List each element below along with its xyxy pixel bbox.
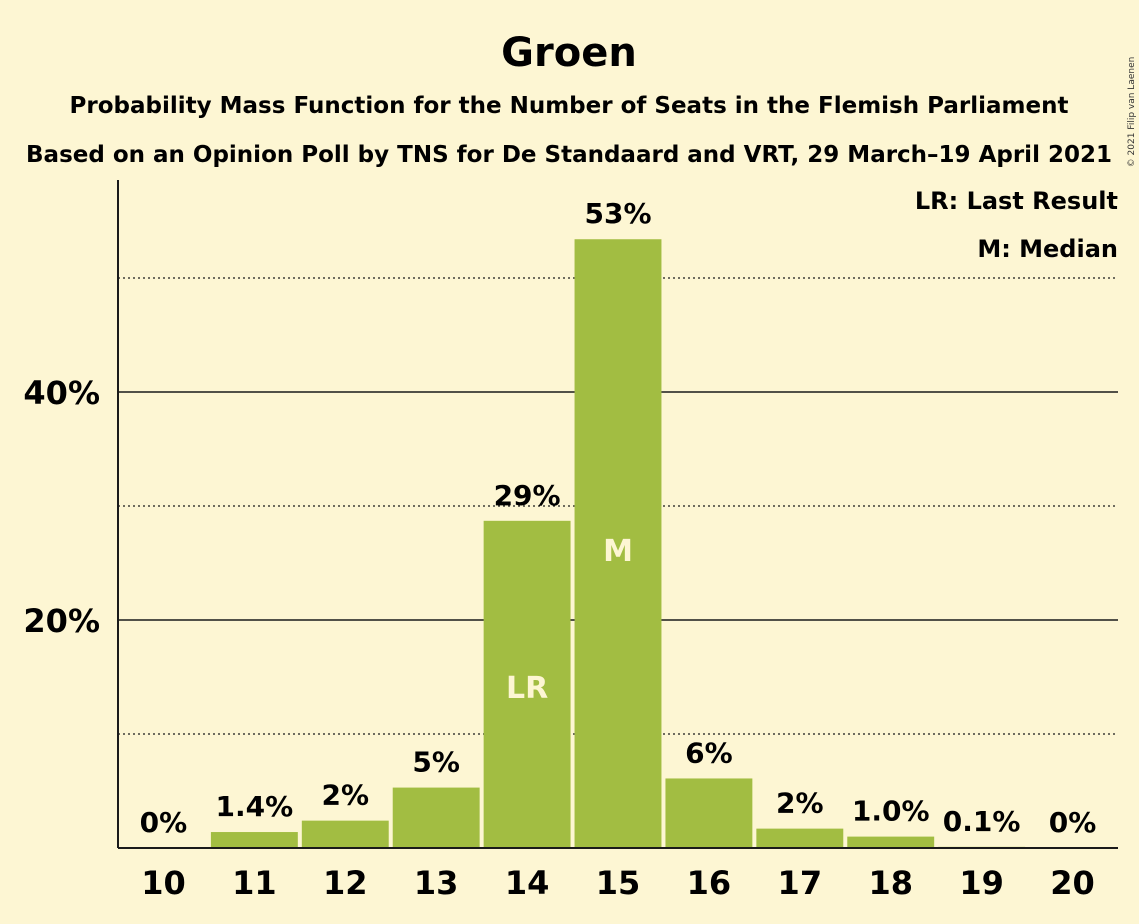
x-tick-label: 14 xyxy=(505,864,550,902)
bar-seats-14 xyxy=(483,520,571,848)
x-tick-label: 10 xyxy=(141,864,186,902)
y-tick-label: 40% xyxy=(23,374,100,412)
axes xyxy=(117,180,1118,849)
x-tick-label: 13 xyxy=(414,864,459,902)
chart-subtitle: Probability Mass Function for the Number… xyxy=(70,93,1069,119)
legend-median: M: Median xyxy=(977,235,1118,263)
gridlines: 20% 40% xyxy=(23,277,1118,735)
value-label: 1.4% xyxy=(216,790,294,823)
value-label: 5% xyxy=(412,746,460,779)
x-tick-label: 19 xyxy=(959,864,1004,902)
bars: 0% 10 1.4% 11 2% 12 5% 13 29% LR 14 53% M 15 6% 16 2% 17 1… xyxy=(140,197,1097,902)
x-tick-label: 11 xyxy=(232,864,277,902)
value-label: 2% xyxy=(776,787,824,820)
value-label: 0% xyxy=(1049,806,1097,839)
x-tick-label: 16 xyxy=(687,864,732,902)
value-label: 0% xyxy=(140,806,188,839)
bar-seats-15 xyxy=(574,239,662,849)
bar-seats-16 xyxy=(665,778,753,848)
y-tick-label: 20% xyxy=(23,602,100,640)
value-label: 0.1% xyxy=(943,805,1021,838)
legend-last-result: LR: Last Result xyxy=(915,187,1118,215)
bar-seats-18 xyxy=(847,836,935,848)
value-label: 29% xyxy=(494,479,561,512)
bar-seats-17 xyxy=(756,828,844,848)
bar-seats-13 xyxy=(392,787,480,848)
value-label: 2% xyxy=(321,779,369,812)
chart-title: Groen xyxy=(501,30,637,76)
value-label: 6% xyxy=(685,736,733,769)
bar-marker-label: M xyxy=(603,534,633,569)
x-tick-label: 17 xyxy=(778,864,823,902)
bar-marker-label: LR xyxy=(506,671,548,706)
x-tick-label: 15 xyxy=(596,864,641,902)
value-label: 1.0% xyxy=(852,795,930,828)
value-label: 53% xyxy=(584,197,651,230)
copyright-notice: © 2021 Filip van Laenen xyxy=(1127,57,1137,168)
bar-seats-11 xyxy=(210,832,298,848)
x-tick-label: 12 xyxy=(323,864,368,902)
x-tick-label: 18 xyxy=(868,864,913,902)
bar-seats-12 xyxy=(301,820,389,848)
chart-subtitle-source: Based on an Opinion Poll by TNS for De S… xyxy=(26,142,1112,168)
x-tick-label: 20 xyxy=(1050,864,1095,902)
